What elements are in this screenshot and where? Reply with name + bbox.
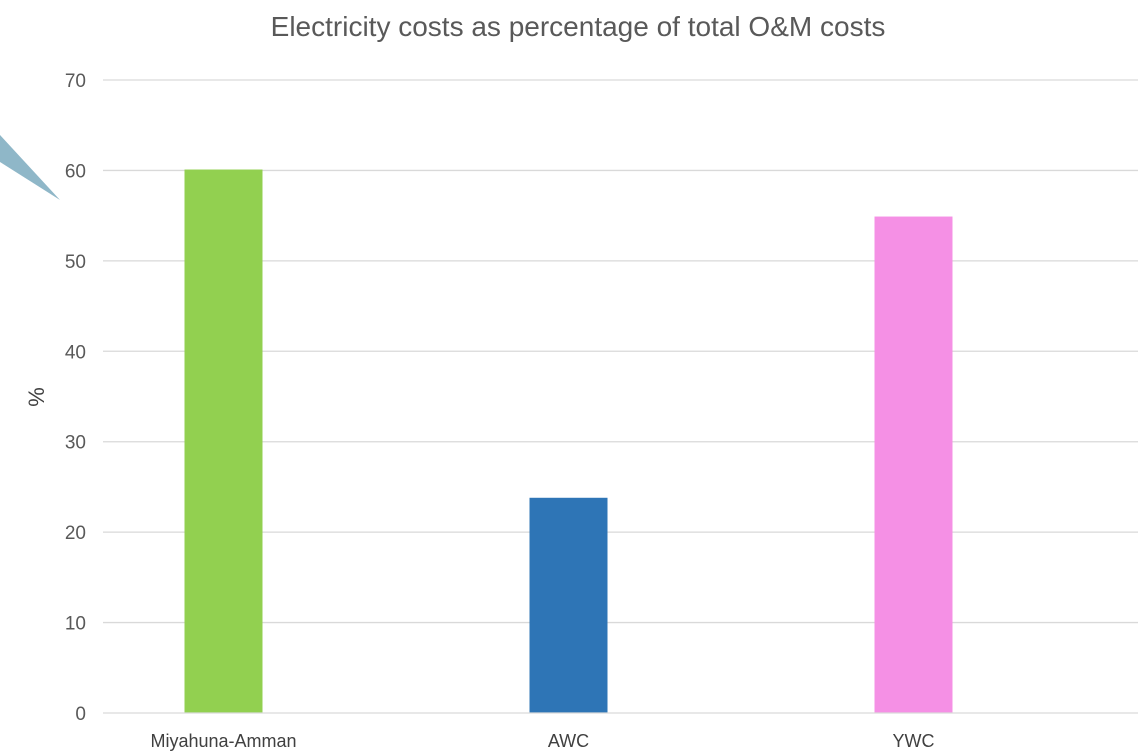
bar-miyahuna-amman [184,169,263,713]
x-category-label: YWC [893,731,935,751]
bar-ywc [874,216,953,713]
y-tick-label: 50 [65,252,86,273]
bar-awc [529,497,608,713]
x-category-label: Miyahuna-Amman [150,731,296,751]
y-tick-label: 40 [65,342,86,363]
callout-pointer [0,135,60,200]
bars [184,169,953,713]
y-tick-label: 10 [65,614,86,635]
chart-title: Electricity costs as percentage of total… [271,11,886,42]
y-tick-label: 0 [75,704,86,725]
x-category-label: AWC [548,731,589,751]
y-tick-label: 20 [65,523,86,544]
y-axis-ticks: 0 10 20 30 40 50 60 70 [65,71,86,725]
gridlines [103,79,1138,624]
y-axis-label: % [24,387,49,407]
y-tick-label: 70 [65,71,86,92]
y-tick-label: 30 [65,433,86,454]
x-axis-categories: Miyahuna-Amman AWC YWC [150,731,934,751]
y-tick-label: 60 [65,161,86,182]
